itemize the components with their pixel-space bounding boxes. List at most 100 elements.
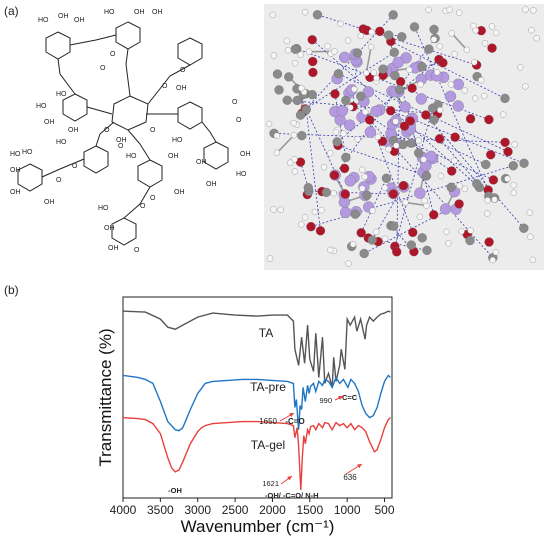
atom-sphere (448, 30, 455, 37)
series-label: TA (259, 326, 273, 340)
atom-sphere (438, 58, 448, 68)
structure-label: HO (56, 139, 67, 146)
atom-sphere (308, 56, 318, 67)
atom-sphere (273, 132, 280, 139)
atom-sphere (384, 30, 394, 40)
atom-sphere (444, 90, 457, 102)
atom-sphere (341, 95, 351, 106)
atom-sphere (472, 95, 479, 102)
atom-sphere (492, 249, 500, 256)
atom-sphere (511, 141, 518, 148)
atom-sphere (284, 72, 294, 82)
atom-sphere (533, 35, 540, 42)
atom-sphere (315, 226, 326, 236)
structure-label: HO (56, 91, 67, 98)
atom-sphere (425, 6, 432, 14)
x-tick-label: 500 (375, 503, 395, 517)
molecular-model-image (264, 4, 544, 270)
atom-sphere (408, 227, 418, 238)
structure-label: OH (206, 181, 217, 188)
atom-sphere (508, 161, 518, 171)
atom-sphere (456, 182, 463, 189)
atom-sphere (362, 190, 372, 200)
atom-sphere (422, 245, 432, 256)
atom-sphere (424, 44, 434, 54)
structure-label: OH (44, 199, 55, 206)
structure-label: O (56, 177, 62, 184)
atom-sphere (292, 95, 302, 106)
atom-sphere (368, 28, 375, 36)
atom-sphere (465, 114, 476, 124)
atom-sphere (385, 145, 392, 153)
atom-sphere (367, 235, 377, 245)
atom-sphere (307, 35, 317, 45)
atom-sphere (369, 207, 376, 214)
atom-sphere (461, 87, 468, 94)
atom-sphere (307, 89, 317, 100)
atom-sphere (421, 197, 428, 204)
atom-sphere (399, 121, 410, 131)
atom-sphere (367, 43, 375, 51)
series-line-ta-pre (122, 374, 391, 432)
atom-sphere (488, 23, 496, 30)
atom-sphere (510, 182, 517, 189)
atom-sphere (306, 221, 316, 232)
atom-sphere (420, 156, 427, 163)
atom-sphere (301, 9, 309, 16)
series-line-ta-gel (122, 416, 391, 491)
atom-sphere (365, 115, 375, 125)
atom-sphere (472, 27, 479, 34)
atom-sphere (282, 95, 292, 105)
atom-sphere (461, 185, 468, 193)
atom-sphere (527, 233, 534, 240)
atom-sphere (398, 139, 408, 150)
atom-sphere (415, 93, 427, 105)
structure-label: O (100, 65, 106, 72)
atom-sphere (452, 78, 464, 90)
atom-sphere (447, 166, 457, 176)
atom-sphere (397, 32, 407, 42)
atom-sphere (327, 150, 334, 157)
atom-sphere (429, 115, 439, 125)
structure-label: OH (10, 167, 21, 174)
atom-sphere (329, 170, 340, 180)
atom-sphere (291, 59, 299, 67)
x-tick-label: 4000 (110, 503, 137, 517)
atom-sphere (339, 163, 350, 174)
atom-sphere (463, 46, 471, 53)
atom-sphere (500, 111, 507, 118)
atom-sphere (409, 22, 420, 32)
atom-sphere (370, 69, 377, 76)
atom-sphere (331, 48, 338, 55)
atom-sphere (364, 126, 376, 138)
atom-sphere (357, 32, 364, 39)
atom-sphere (425, 150, 437, 163)
x-tick-label: 1000 (334, 503, 361, 517)
atom-sphere (349, 241, 357, 248)
atom-sphere (430, 36, 438, 43)
atom-sphere (484, 197, 491, 204)
structure-label: OH (152, 9, 163, 16)
atom-sphere (451, 50, 458, 58)
atom-sphere (290, 119, 297, 127)
atom-sphere (451, 157, 458, 164)
atom-sphere (298, 85, 305, 92)
atom-sphere (359, 166, 366, 173)
atom-sphere (308, 67, 318, 78)
annotation-label: 636 (343, 473, 357, 482)
atom-sphere (417, 81, 424, 88)
atom-sphere (318, 206, 325, 214)
annotation-label: -OH (168, 486, 182, 495)
atom-sphere (471, 59, 478, 66)
atom-sphere (503, 146, 513, 157)
atom-sphere (388, 10, 398, 20)
annotation-label: 990 (319, 396, 332, 405)
annotation-arrowhead (338, 396, 343, 400)
atom-sphere (341, 152, 351, 163)
atom-sphere (454, 199, 464, 209)
atom-sphere (266, 255, 274, 262)
atom-sphere (378, 64, 388, 74)
atom-sphere (354, 135, 361, 143)
atom-sphere (491, 196, 498, 203)
atom-sphere (347, 104, 354, 111)
